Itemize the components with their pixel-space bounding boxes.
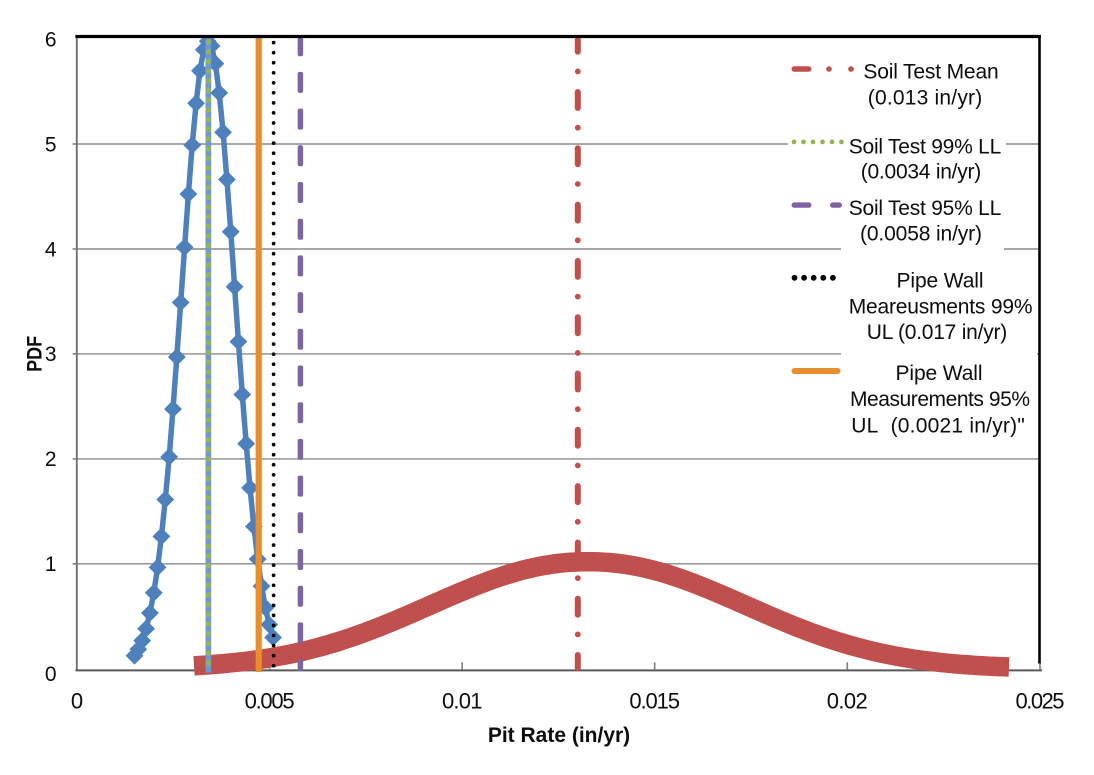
svg-text:4: 4 <box>45 238 57 261</box>
svg-text:(0.0034 in/yr): (0.0034 in/yr) <box>861 161 982 184</box>
svg-text:(0.0058 in/yr): (0.0058 in/yr) <box>860 223 982 246</box>
svg-text:0.01: 0.01 <box>442 689 483 714</box>
svg-text:0.025: 0.025 <box>1016 689 1065 714</box>
svg-text:1: 1 <box>45 553 57 576</box>
svg-text:UL (0.017 in/yr): UL (0.017 in/yr) <box>867 321 1007 344</box>
svg-text:PDF: PDF <box>23 336 47 372</box>
svg-text:5: 5 <box>45 133 57 156</box>
svg-text:2: 2 <box>45 448 57 471</box>
svg-text:Meareusments 99%: Meareusments 99% <box>849 295 1033 318</box>
svg-text:Pipe Wall: Pipe Wall <box>896 362 983 385</box>
svg-text:(0.013 in/yr): (0.013 in/yr) <box>868 86 982 109</box>
svg-text:Soil Test 99% LL: Soil Test 99% LL <box>849 136 1002 159</box>
svg-text:UL (0.0021 in/yr)": UL (0.0021 in/yr)" <box>851 415 1025 438</box>
svg-text:Soil Test 95% LL: Soil Test 95% LL <box>849 197 1002 220</box>
svg-text:Soil Test Mean: Soil Test Mean <box>863 60 998 83</box>
svg-text:0: 0 <box>71 689 83 714</box>
svg-text:Pipe Wall: Pipe Wall <box>897 269 984 292</box>
svg-text:3: 3 <box>45 343 57 366</box>
svg-text:0.015: 0.015 <box>629 689 680 714</box>
svg-text:0.005: 0.005 <box>245 689 295 714</box>
svg-text:0: 0 <box>45 663 57 686</box>
svg-text:0.02: 0.02 <box>827 689 868 714</box>
svg-text:Measurements 95%: Measurements 95% <box>850 388 1030 411</box>
svg-text:6: 6 <box>45 28 57 51</box>
svg-text:Pit Rate (in/yr): Pit Rate (in/yr) <box>488 724 630 747</box>
